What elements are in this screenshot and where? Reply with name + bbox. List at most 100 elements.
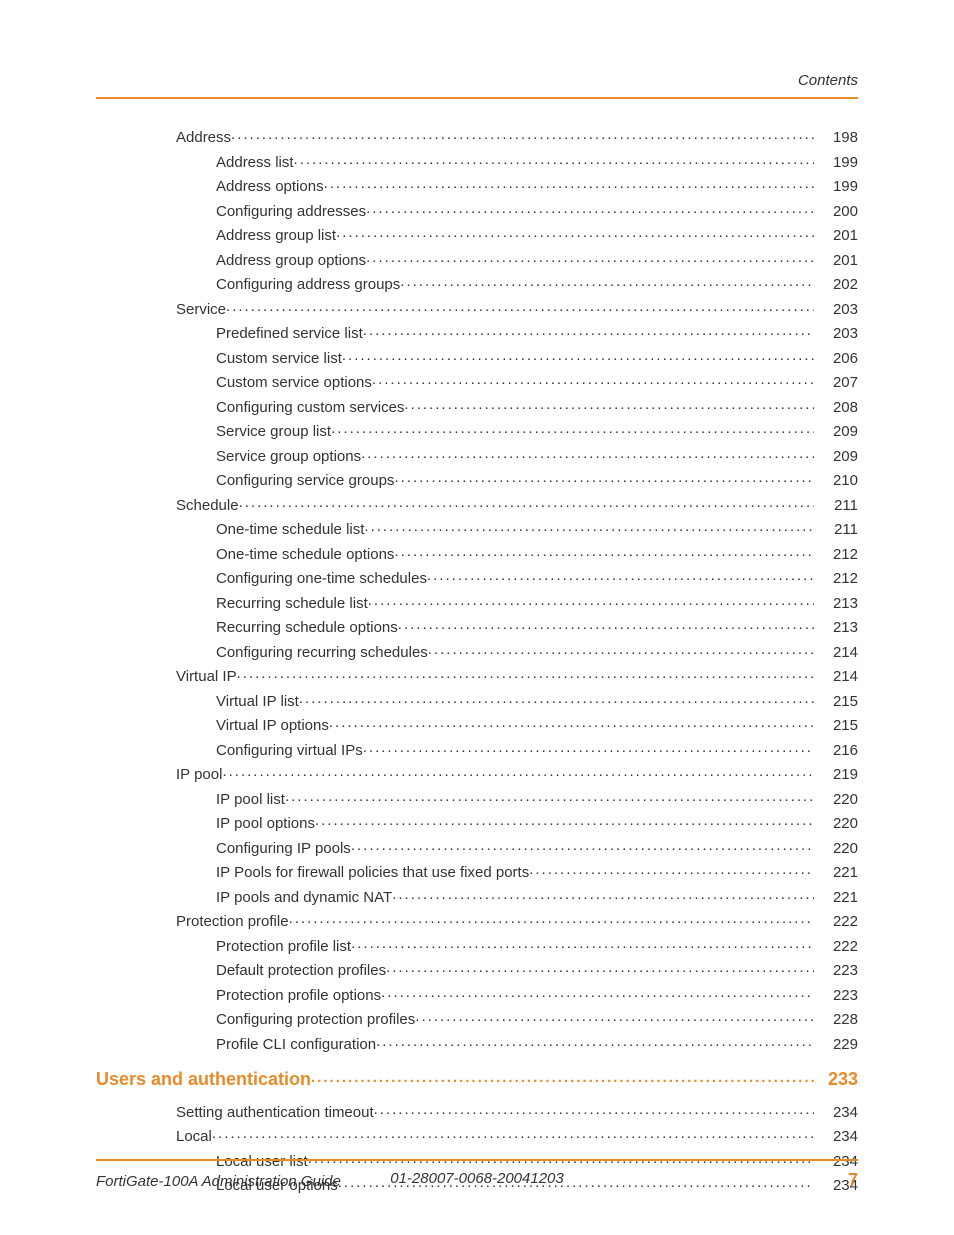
- toc-entry[interactable]: Recurring schedule options213: [96, 617, 858, 635]
- toc-entry-page: 209: [814, 424, 858, 439]
- toc-entry-label: Service: [176, 302, 226, 317]
- table-of-contents: Address198 Address list 199 Address options…: [96, 127, 858, 1193]
- toc-entry-page: 201: [814, 228, 858, 243]
- toc-entry[interactable]: Address group options201: [96, 250, 858, 268]
- toc-entry-label: Setting authentication timeout: [176, 1105, 374, 1120]
- toc-leader-dots: [315, 813, 814, 828]
- toc-leader-dots: [212, 1126, 814, 1141]
- toc-entry[interactable]: Profile CLI configuration229: [96, 1034, 858, 1052]
- toc-entry-page: 198: [814, 130, 858, 145]
- footer-page-number: 7: [848, 1170, 858, 1191]
- toc-entry[interactable]: Recurring schedule list213: [96, 593, 858, 611]
- toc-entry-page: 233: [814, 1070, 858, 1088]
- toc-leader-dots: [363, 323, 814, 338]
- toc-entry[interactable]: Protection profile list222: [96, 936, 858, 954]
- toc-entry[interactable]: IP Pools for firewall policies that use …: [96, 862, 858, 880]
- toc-entry[interactable]: Configuring recurring schedules214: [96, 642, 858, 660]
- toc-leader-dots: [239, 495, 814, 510]
- toc-entry[interactable]: IP pool options220: [96, 813, 858, 831]
- toc-entry-page: 212: [814, 571, 858, 586]
- toc-entry-page: 222: [814, 914, 858, 929]
- toc-entry-page: 234: [814, 1129, 858, 1144]
- toc-entry-page: 234: [814, 1105, 858, 1120]
- toc-entry[interactable]: Configuring addresses200: [96, 201, 858, 219]
- toc-entry[interactable]: Predefined service list203: [96, 323, 858, 341]
- toc-entry-label: Configuring recurring schedules: [216, 645, 428, 660]
- footer-rule: [96, 1159, 858, 1161]
- toc-entry[interactable]: Custom service options207: [96, 372, 858, 390]
- toc-entry-page: 211: [814, 498, 858, 513]
- toc-entry-page: 209: [814, 449, 858, 464]
- toc-entry[interactable]: Virtual IP list 215: [96, 691, 858, 709]
- toc-entry[interactable]: Protection profile222: [96, 911, 858, 929]
- toc-entry-label: Virtual IP: [176, 669, 237, 684]
- toc-entry-page: 223: [814, 988, 858, 1003]
- toc-leader-dots: [324, 176, 814, 191]
- toc-entry[interactable]: Configuring address groups202: [96, 274, 858, 292]
- toc-entry-label: Virtual IP options: [216, 718, 329, 733]
- toc-chapter-entry[interactable]: Users and authentication233: [96, 1070, 858, 1088]
- toc-entry[interactable]: Local 234: [96, 1126, 858, 1144]
- toc-entry[interactable]: IP pools and dynamic NAT221: [96, 887, 858, 905]
- toc-leader-dots: [394, 544, 814, 559]
- toc-entry-label: Custom service list: [216, 351, 342, 366]
- toc-entry[interactable]: One-time schedule options 212: [96, 544, 858, 562]
- toc-entry[interactable]: Default protection profiles223: [96, 960, 858, 978]
- toc-entry[interactable]: Configuring IP pools220: [96, 838, 858, 856]
- toc-leader-dots: [336, 225, 814, 240]
- toc-leader-dots: [231, 127, 814, 142]
- toc-entry-page: 229: [814, 1037, 858, 1052]
- toc-entry-page: 220: [814, 816, 858, 831]
- toc-entry[interactable]: Schedule211: [96, 495, 858, 513]
- toc-entry[interactable]: Virtual IP options 215: [96, 715, 858, 733]
- toc-entry[interactable]: Configuring service groups210: [96, 470, 858, 488]
- toc-entry-label: IP pool: [176, 767, 222, 782]
- toc-entry-label: Address group list: [216, 228, 336, 243]
- toc-entry[interactable]: One-time schedule list211: [96, 519, 858, 537]
- toc-leader-dots: [311, 1070, 814, 1085]
- toc-entry-page: 222: [814, 939, 858, 954]
- toc-entry[interactable]: Address group list 201: [96, 225, 858, 243]
- toc-entry[interactable]: Configuring one-time schedules 212: [96, 568, 858, 586]
- toc-entry-label: Default protection profiles: [216, 963, 386, 978]
- toc-leader-dots: [415, 1009, 814, 1024]
- toc-entry-page: 212: [814, 547, 858, 562]
- toc-entry[interactable]: Configuring protection profiles228: [96, 1009, 858, 1027]
- toc-entry-page: 206: [814, 351, 858, 366]
- toc-entry[interactable]: Address options199: [96, 176, 858, 194]
- toc-entry-label: One-time schedule options: [216, 547, 394, 562]
- toc-entry[interactable]: Address list 199: [96, 152, 858, 170]
- toc-leader-dots: [529, 862, 814, 877]
- toc-leader-dots: [392, 887, 814, 902]
- toc-entry[interactable]: Setting authentication timeout 234: [96, 1102, 858, 1120]
- toc-entry-page: 215: [814, 694, 858, 709]
- toc-entry[interactable]: Service203: [96, 299, 858, 317]
- toc-entry-page: 215: [814, 718, 858, 733]
- toc-entry-label: Address list: [216, 155, 294, 170]
- toc-entry-label: Configuring custom services: [216, 400, 404, 415]
- toc-leader-dots: [308, 1151, 814, 1166]
- toc-entry[interactable]: Configuring virtual IPs216: [96, 740, 858, 758]
- toc-entry-label: Custom service options: [216, 375, 372, 390]
- toc-entry[interactable]: Custom service list 206: [96, 348, 858, 366]
- toc-entry[interactable]: IP pool list220: [96, 789, 858, 807]
- toc-entry[interactable]: Virtual IP214: [96, 666, 858, 684]
- toc-entry-label: Virtual IP list: [216, 694, 299, 709]
- toc-leader-dots: [368, 593, 814, 608]
- page-footer: FortiGate-100A Administration Guide 01-2…: [96, 1170, 858, 1191]
- toc-entry[interactable]: Configuring custom services208: [96, 397, 858, 415]
- toc-entry-label: Configuring one-time schedules: [216, 571, 427, 586]
- page-content: Contents Address198Address list199Addres…: [96, 72, 858, 1145]
- toc-entry[interactable]: Service group list209: [96, 421, 858, 439]
- toc-entry-page: 203: [814, 326, 858, 341]
- toc-entry-label: Configuring service groups: [216, 473, 394, 488]
- toc-entry[interactable]: Service group options209: [96, 446, 858, 464]
- toc-leader-dots: [342, 348, 814, 363]
- toc-entry[interactable]: IP pool219: [96, 764, 858, 782]
- toc-entry-page: 199: [814, 155, 858, 170]
- toc-entry-label: Local: [176, 1129, 212, 1144]
- toc-entry-label: Configuring IP pools: [216, 841, 351, 856]
- toc-entry[interactable]: Protection profile options223: [96, 985, 858, 1003]
- toc-entry-label: Recurring schedule list: [216, 596, 368, 611]
- toc-entry[interactable]: Address198: [96, 127, 858, 145]
